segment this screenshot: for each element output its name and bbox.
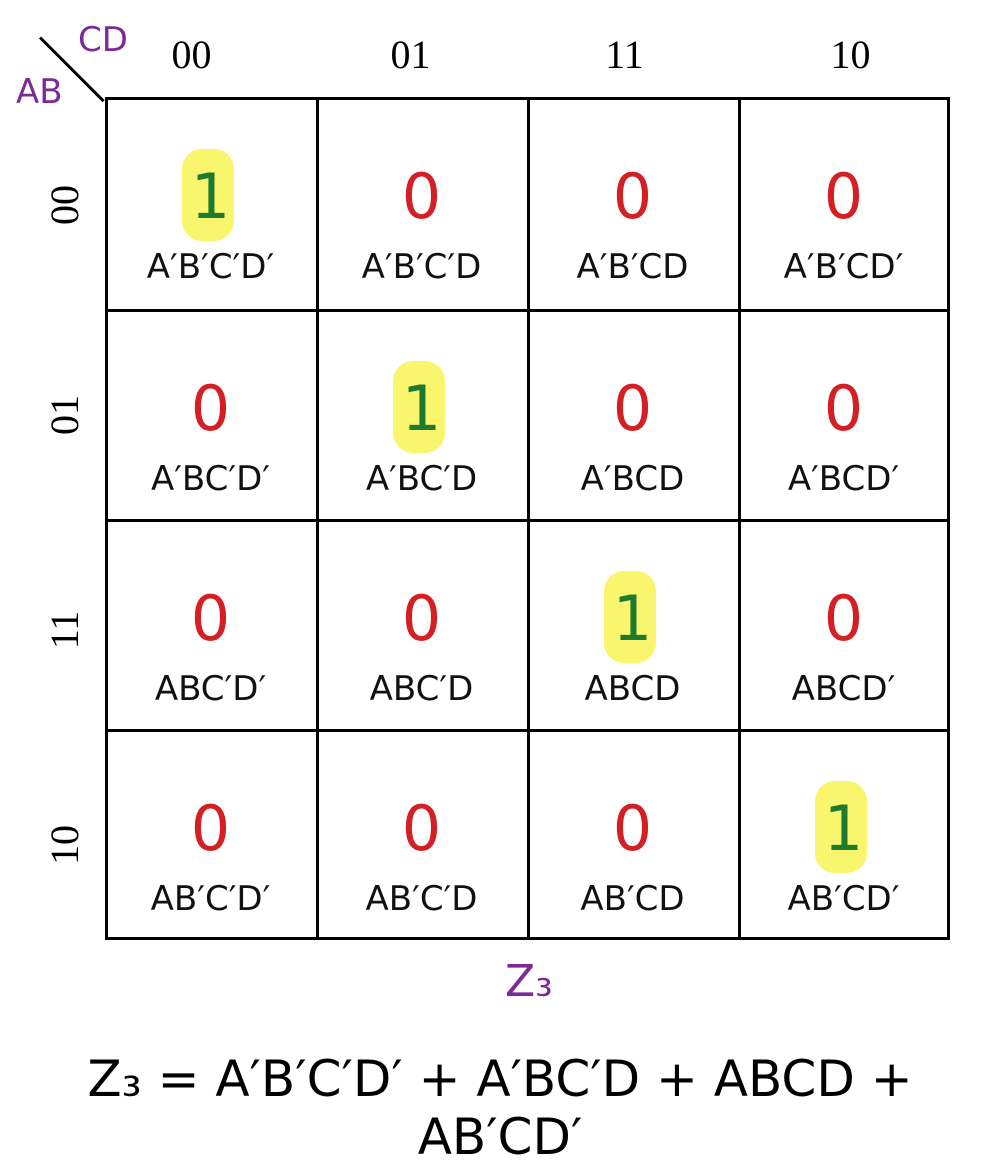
grid-line — [105, 519, 950, 522]
minterm-highlight — [393, 361, 445, 453]
cell-term: AB′C′D′ — [150, 879, 271, 919]
cell-value: 0 — [401, 792, 442, 865]
cell-term: AB′CD — [580, 879, 685, 919]
map-cell: 0 A′B′C′D — [316, 97, 527, 307]
column-header-10: 10 — [830, 32, 871, 77]
map-cell: 1 A′B′C′D′ — [105, 97, 316, 307]
map-cell: 0 AB′CD — [527, 729, 738, 939]
cell-term: A′B′C′D — [361, 247, 482, 287]
cell-value: 0 — [612, 372, 653, 445]
row-header-11: 11 — [42, 610, 87, 650]
grid-line — [105, 309, 950, 312]
map-cell: 1 ABCD — [527, 519, 738, 729]
cell-value: 0 — [401, 582, 442, 655]
cell-term: A′BC′D — [365, 459, 478, 499]
cell-term: A′BCD — [580, 459, 685, 499]
grid-line — [316, 97, 319, 940]
map-cell: 0 A′BC′D′ — [105, 309, 316, 519]
cell-value: 0 — [823, 160, 864, 233]
cell-term: ABC′D — [369, 669, 474, 709]
row-variable-label: AB — [16, 72, 63, 112]
cell-value: 0 — [190, 582, 231, 655]
map-cell: 0 ABC′D′ — [105, 519, 316, 729]
row-header-10: 10 — [42, 825, 87, 865]
map-cell: 0 A′BCD′ — [738, 309, 949, 519]
minterm-highlight — [815, 781, 867, 873]
map-cell: 0 ABC′D — [316, 519, 527, 729]
grid-line — [105, 729, 950, 732]
map-cell: 1 AB′CD′ — [738, 729, 949, 939]
grid-line — [527, 97, 530, 940]
cell-value: 1 — [612, 582, 653, 655]
cell-value: 1 — [190, 160, 231, 233]
cell-term: ABC′D′ — [154, 669, 267, 709]
map-cell: 0 AB′C′D′ — [105, 729, 316, 939]
cell-term: ABCD′ — [791, 669, 896, 709]
cell-value: 0 — [823, 372, 864, 445]
cell-value: 0 — [612, 160, 653, 233]
cell-term: A′BC′D′ — [150, 459, 271, 499]
map-cell: 0 ABCD′ — [738, 519, 949, 729]
cell-term: A′B′CD — [576, 247, 689, 287]
cell-value: 0 — [401, 160, 442, 233]
cell-term: AB′C′D — [365, 879, 478, 919]
column-header-00: 00 — [171, 32, 212, 77]
cell-value: 0 — [190, 372, 231, 445]
grid-line — [738, 97, 741, 940]
map-cell: 0 AB′C′D — [316, 729, 527, 939]
cell-value: 1 — [401, 372, 442, 445]
column-variable-label: CD — [78, 20, 128, 60]
map-cell: 0 A′B′CD — [527, 97, 738, 307]
cell-term: ABCD — [584, 669, 681, 709]
cell-value: 0 — [612, 792, 653, 865]
minterm-highlight — [604, 571, 656, 663]
cell-term: AB′CD′ — [787, 879, 900, 919]
map-cell: 0 A′BCD — [527, 309, 738, 519]
map-label: Z₃ — [505, 956, 553, 1007]
cell-term: A′B′C′D′ — [146, 247, 275, 287]
cell-value: 0 — [190, 792, 231, 865]
column-header-01: 01 — [390, 32, 431, 77]
map-cell: 0 A′B′CD′ — [738, 97, 949, 307]
sop-equation: Z₃ = A′B′C′D′ + A′BC′D + ABCD + AB′CD′ — [87, 1050, 913, 1166]
cell-value: 0 — [823, 582, 864, 655]
minterm-highlight — [182, 149, 234, 241]
row-header-01: 01 — [42, 395, 87, 435]
cell-term: A′B′CD′ — [783, 247, 904, 287]
cell-term: A′BCD′ — [787, 459, 900, 499]
cell-value: 1 — [823, 792, 864, 865]
row-header-00: 00 — [42, 185, 87, 225]
column-header-11: 11 — [605, 32, 644, 77]
map-cell: 1 A′BC′D — [316, 309, 527, 519]
